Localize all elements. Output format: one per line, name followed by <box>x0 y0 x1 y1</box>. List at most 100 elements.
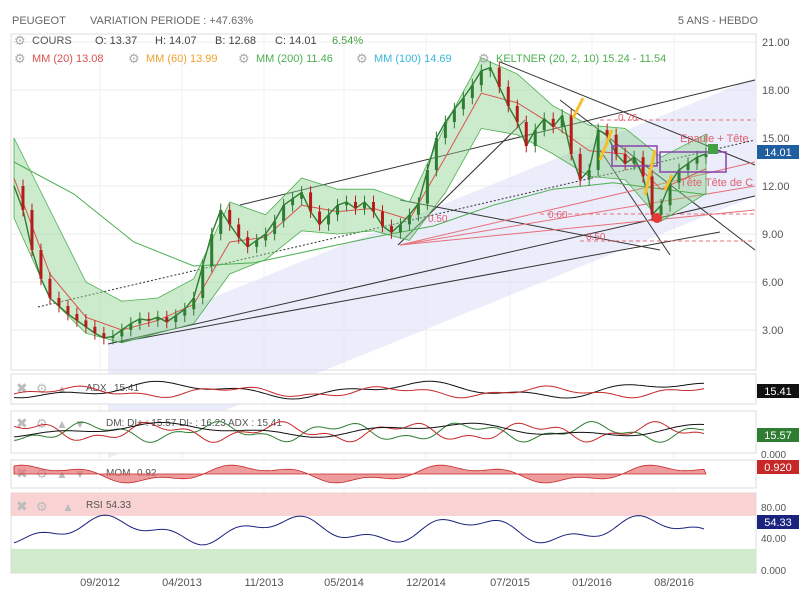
x-tick-label: 09/2012 <box>80 577 120 589</box>
indicator-settings-icon[interactable]: ⚙ <box>14 51 26 66</box>
dmi-line-black <box>13 422 705 438</box>
candle-body <box>452 109 456 122</box>
candle-body <box>533 130 537 146</box>
candle-body <box>434 138 438 170</box>
y-tick-label: 12.00 <box>762 181 790 193</box>
candle-body <box>327 214 331 225</box>
candle-body <box>102 333 106 338</box>
mom-area <box>13 464 707 484</box>
candle-body <box>111 336 115 338</box>
trend-line-a <box>119 231 721 343</box>
rsi-tick-80: 80.00 <box>761 503 786 514</box>
candle-body <box>210 234 214 266</box>
candle-body <box>255 240 259 247</box>
rsi-badge-bg <box>757 515 799 529</box>
candle-body <box>192 298 196 310</box>
candle-body <box>201 266 205 298</box>
pattern-label-2: Tête Tête de C <box>680 177 753 189</box>
candle-body <box>156 317 160 321</box>
trend-line-e <box>397 119 526 246</box>
rsi-settings-icon[interactable]: ⚙ <box>36 499 48 514</box>
settings-icon[interactable]: ⚙ <box>14 33 26 48</box>
indicator-value: 14.69 <box>424 53 452 65</box>
candle-body <box>362 202 366 209</box>
rsi-tick-0: 0.000 <box>761 566 786 577</box>
indicator-value: 11.46 <box>306 53 333 65</box>
dmi-close-icon[interactable]: ✖ <box>16 415 28 431</box>
candle-body <box>165 317 169 322</box>
candle-body <box>560 115 564 127</box>
dmi-label: DM: DI+ : 15.57 DI- : 16.23 ADX : 15.41 <box>106 418 282 429</box>
candle-body <box>57 298 61 306</box>
candle-body <box>650 176 654 215</box>
y-tick-label: 15.00 <box>762 133 790 145</box>
dmi-line-red <box>13 421 705 443</box>
price-badge: 14.01 <box>764 147 792 159</box>
indicator-settings-icon[interactable]: ⚙ <box>478 51 490 66</box>
candle-body <box>695 157 699 164</box>
candle-body <box>443 122 447 138</box>
dmi-zero-tick: 0.000 <box>761 450 786 461</box>
candle-body <box>309 192 313 212</box>
candle-body <box>30 210 34 250</box>
rsi-oversold-zone <box>11 549 756 573</box>
indicator-settings-icon[interactable]: ⚙ <box>128 51 140 66</box>
candle-body <box>506 86 510 106</box>
fib-label-2: 0.60 <box>548 210 568 221</box>
adx-line-black <box>13 380 705 400</box>
candle-body <box>605 130 609 135</box>
adx-settings-icon[interactable]: ⚙ <box>36 381 48 396</box>
rsi-value: 54.33 <box>106 500 131 511</box>
fib-label-1: 0.76 <box>618 113 638 124</box>
channel-mid-line <box>37 139 756 308</box>
x-tick-label: 05/2014 <box>324 577 364 589</box>
adx-close-icon[interactable]: ✖ <box>16 380 28 396</box>
indicator-settings-icon[interactable]: ⚙ <box>238 51 250 66</box>
rsi-tick-40: 40.00 <box>761 534 786 545</box>
candle-body <box>677 170 681 183</box>
dmi-settings-icon[interactable]: ⚙ <box>36 416 48 431</box>
regression-channel <box>108 78 755 458</box>
candle-body <box>614 134 618 154</box>
indicator-settings-icon[interactable]: ⚙ <box>356 51 368 66</box>
x-axis: 09/2012 04/2013 11/2013 05/2014 12/2014 07/20… <box>80 577 694 589</box>
symbol-label: PEUGEOT <box>12 15 66 27</box>
candle-body <box>407 214 411 225</box>
indicator-label: MM (20) 13.08 <box>32 53 104 65</box>
price-y-axis: 21.00 18.00 15.00 12.00 9.00 6.00 3.00 <box>762 37 790 337</box>
fib-fan-3 <box>399 209 756 246</box>
x-tick-label: 01/2016 <box>572 577 612 589</box>
rsi-up-icon[interactable]: ▲ <box>62 500 74 514</box>
candle-body <box>659 205 663 215</box>
dmi-up-icon[interactable]: ▲ <box>56 417 68 431</box>
x-tick-label: 07/2015 <box>490 577 530 589</box>
dmi-down-icon[interactable]: ▼ <box>74 417 86 431</box>
quote-change: 6.54% <box>332 35 363 47</box>
candle-body <box>578 154 582 180</box>
signal-square-1 <box>708 144 718 154</box>
indicator-value: 15.24 - 11.54 <box>602 53 666 65</box>
mom-label: MOM <box>106 468 130 479</box>
candle-body <box>246 237 250 247</box>
indicator-label: MM (200) 11.46 <box>256 53 333 65</box>
candle-body <box>48 278 52 298</box>
candle-body <box>416 203 420 215</box>
x-tick-label: 12/2014 <box>406 577 446 589</box>
indicator-value: 13.99 <box>190 53 218 65</box>
adx-badge-bg <box>757 384 799 398</box>
candle-body <box>371 202 375 212</box>
candle-body <box>237 224 241 238</box>
dmi-badge: 15.57 <box>764 430 792 442</box>
rsi-close-icon[interactable]: ✖ <box>16 498 28 514</box>
fib-label-4: 0.50 <box>428 214 448 225</box>
candle-body <box>515 106 519 122</box>
candle-body <box>84 320 88 327</box>
trend-line-c <box>559 99 756 251</box>
candle-body <box>398 224 402 233</box>
candle-body <box>147 318 151 321</box>
fib-fan-2 <box>399 185 756 246</box>
candle-body <box>273 221 277 234</box>
candle-body <box>425 170 429 204</box>
